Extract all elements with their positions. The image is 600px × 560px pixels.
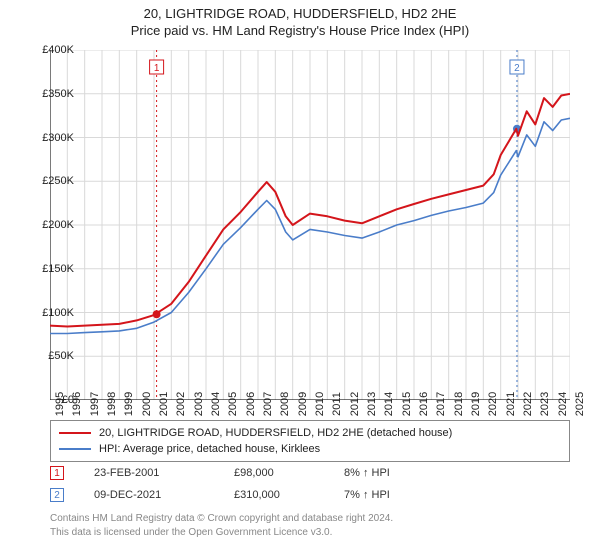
ytick-label: £250K [28,175,74,187]
chart-title-block: 20, LIGHTRIDGE ROAD, HUDDERSFIELD, HD2 2… [0,0,600,38]
marker-badge-1-num: 1 [54,468,60,479]
marker-badge-2-num: 2 [54,490,60,501]
marker-pct-2: 7% ↑ HPI [344,489,434,501]
xtick-label: 2020 [487,392,499,416]
xtick-label: 2021 [505,392,517,416]
xtick-label: 2007 [262,392,274,416]
ytick-label: £50K [28,350,74,362]
xtick-label: 2011 [331,392,343,416]
marker-price-2: £310,000 [234,489,344,501]
xtick-label: 2012 [349,392,361,416]
xtick-label: 2010 [314,392,326,416]
svg-text:2: 2 [514,63,520,74]
chart-area: 12 [50,50,570,400]
marker-badge-1: 1 [50,466,64,480]
ytick-label: £400K [28,44,74,56]
legend-label-property: 20, LIGHTRIDGE ROAD, HUDDERSFIELD, HD2 2… [99,427,452,439]
xtick-label: 2025 [574,392,586,416]
marker-date-1: 23-FEB-2001 [94,467,234,479]
legend-item-hpi: HPI: Average price, detached house, Kirk… [59,441,561,457]
footer-line-2: This data is licensed under the Open Gov… [50,526,393,540]
xtick-label: 2009 [297,392,309,416]
marker-row-2: 2 09-DEC-2021 £310,000 7% ↑ HPI [50,484,570,506]
marker-badge-2: 2 [50,488,64,502]
xtick-label: 2024 [557,392,569,416]
xtick-label: 2023 [539,392,551,416]
ytick-label: £150K [28,263,74,275]
marker-table: 1 23-FEB-2001 £98,000 8% ↑ HPI 2 09-DEC-… [50,462,570,506]
ytick-label: £0 [28,394,74,406]
ytick-label: £200K [28,219,74,231]
xtick-label: 2014 [383,392,395,416]
xtick-label: 2005 [227,392,239,416]
xtick-label: 2018 [453,392,465,416]
footer-line-1: Contains HM Land Registry data © Crown c… [50,512,393,526]
xtick-label: 2015 [401,392,413,416]
chart-svg: 12 [50,50,570,400]
up-arrow-icon: ↑ [363,467,369,479]
legend-label-hpi: HPI: Average price, detached house, Kirk… [99,443,320,455]
legend-swatch-hpi [59,448,91,450]
xtick-label: 2019 [470,392,482,416]
legend-item-property: 20, LIGHTRIDGE ROAD, HUDDERSFIELD, HD2 2… [59,425,561,441]
xtick-label: 2022 [522,392,534,416]
legend: 20, LIGHTRIDGE ROAD, HUDDERSFIELD, HD2 2… [50,420,570,462]
ytick-label: £300K [28,132,74,144]
marker-pct-1: 8% ↑ HPI [344,467,434,479]
marker-price-1: £98,000 [234,467,344,479]
xtick-label: 2016 [418,392,430,416]
marker-row-1: 1 23-FEB-2001 £98,000 8% ↑ HPI [50,462,570,484]
xtick-label: 2008 [279,392,291,416]
xtick-label: 1999 [123,392,135,416]
ytick-label: £350K [28,88,74,100]
xtick-label: 2013 [366,392,378,416]
legend-swatch-property [59,432,91,435]
xtick-label: 1997 [89,392,101,416]
xtick-label: 2000 [141,392,153,416]
xtick-label: 2002 [175,392,187,416]
xtick-label: 1998 [106,392,118,416]
xtick-label: 2001 [158,392,170,416]
xtick-label: 2017 [435,392,447,416]
up-arrow-icon: ↑ [363,489,369,501]
title-line-2: Price paid vs. HM Land Registry's House … [0,23,600,38]
ytick-label: £100K [28,307,74,319]
xtick-label: 2006 [245,392,257,416]
svg-text:1: 1 [154,63,160,74]
xtick-label: 2003 [193,392,205,416]
xtick-label: 1995 [54,392,66,416]
footer: Contains HM Land Registry data © Crown c… [50,512,393,539]
marker-date-2: 09-DEC-2021 [94,489,234,501]
xtick-label: 1996 [71,392,83,416]
title-line-1: 20, LIGHTRIDGE ROAD, HUDDERSFIELD, HD2 2… [0,6,600,21]
xtick-label: 2004 [210,392,222,416]
